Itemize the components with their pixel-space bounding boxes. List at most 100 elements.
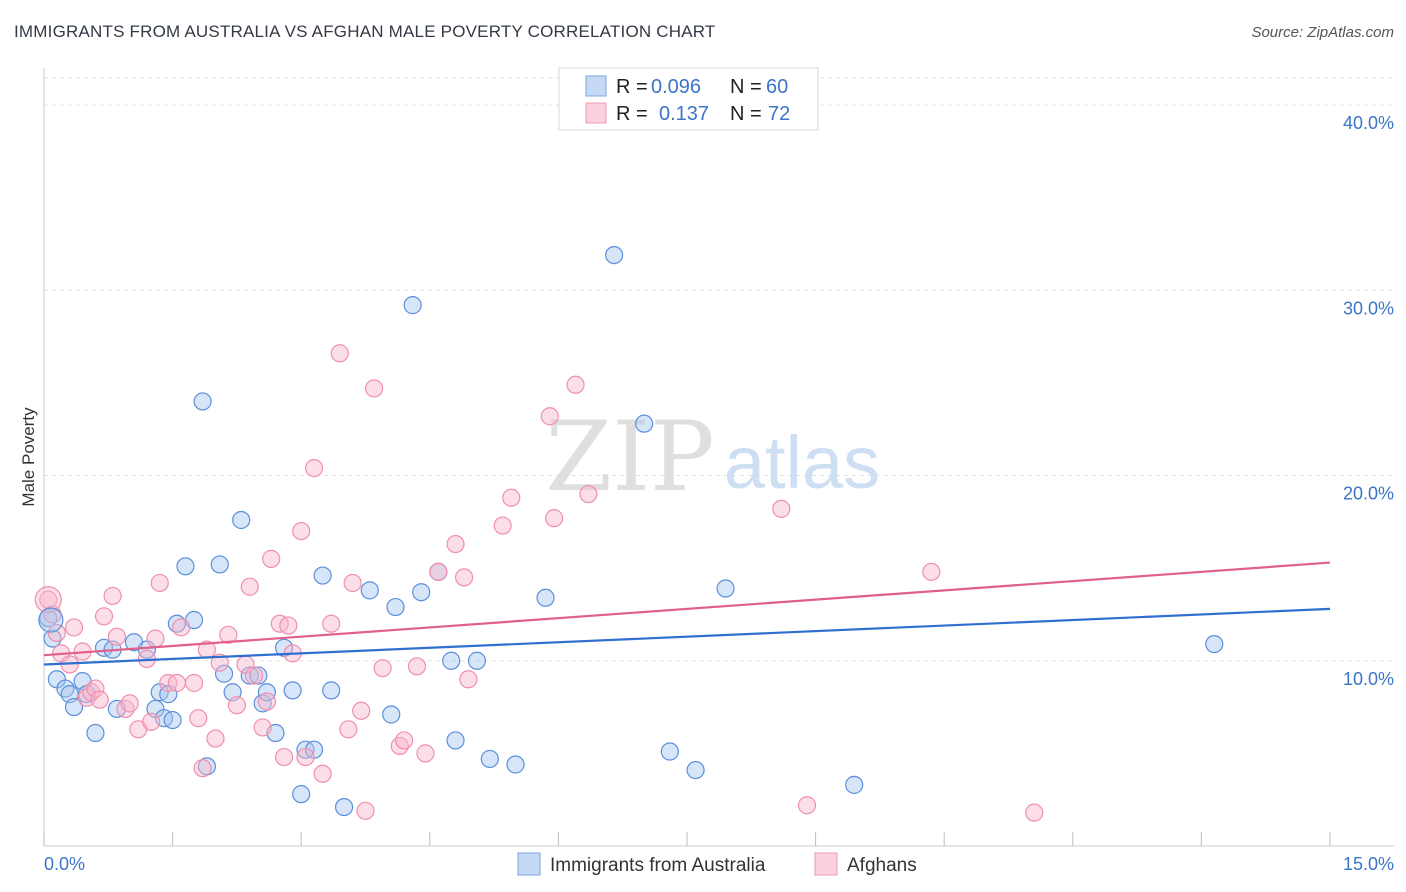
series-0-points — [39, 245, 1224, 817]
australia-point — [605, 245, 624, 265]
afghans-point — [274, 747, 294, 767]
australia-point — [442, 651, 461, 670]
afghans-point — [454, 568, 474, 587]
afghans-point — [446, 534, 465, 554]
afghans-point — [416, 744, 435, 763]
trend-line-afghans — [43, 561, 1331, 657]
afghans-point — [167, 673, 186, 693]
afghans-point — [1025, 803, 1044, 822]
series-1-points — [39, 344, 1044, 822]
afghans-point — [922, 562, 941, 581]
y-tick-label: 20.0% — [1343, 484, 1394, 504]
afghans-point — [545, 509, 564, 528]
stats-legend: R = 0.096 N = 60 R = 0.137 N = 72 — [558, 67, 819, 131]
source-label: Source: ZipAtlas.com — [1251, 24, 1394, 41]
afghans-point — [296, 747, 315, 767]
afghans-point — [107, 627, 126, 646]
australia-point — [412, 583, 431, 602]
series-legend: Immigrants from Australia Afghans — [517, 852, 917, 876]
y-axis-label: Male Poverty — [19, 407, 38, 507]
afghans-point — [219, 625, 238, 644]
afghans-point — [459, 670, 478, 689]
afghans-point — [322, 614, 341, 633]
data-points — [34, 245, 1224, 822]
afghans-point — [292, 521, 311, 541]
afghans-point — [566, 375, 585, 394]
australia-point — [536, 588, 555, 607]
australia-point — [334, 797, 354, 817]
legend-r-value-2: 0.137 — [659, 103, 709, 125]
australia-point — [382, 705, 401, 724]
afghans-point — [579, 484, 598, 504]
australia-point — [1205, 634, 1224, 654]
australia-point — [480, 749, 499, 769]
series-legend-label-australia: Immigrants from Australia — [550, 855, 766, 876]
afghans-point — [172, 618, 191, 637]
afghans-point — [493, 516, 512, 535]
australia-point — [86, 723, 105, 743]
watermark-zip: ZIP — [545, 401, 714, 513]
legend-r-value-1: 0.096 — [651, 76, 701, 98]
afghans-point — [253, 718, 272, 737]
australia-point — [257, 683, 277, 702]
afghans-point — [146, 629, 165, 648]
x-ticks — [43, 832, 1331, 846]
australia-point — [386, 597, 405, 617]
series-legend-label-afghans: Afghans — [847, 855, 917, 876]
australia-point — [38, 607, 64, 633]
afghans-point — [540, 407, 559, 426]
y-tick-label: 40.0% — [1343, 113, 1394, 133]
australia-point — [446, 731, 465, 750]
y-tick-label: 30.0% — [1343, 298, 1394, 318]
australia-point — [635, 414, 654, 433]
legend-r-label-1: R = — [616, 76, 648, 98]
legend-n-value-1: 60 — [766, 76, 788, 98]
australia-point — [292, 785, 311, 804]
trend-lines — [43, 561, 1331, 666]
afghans-point — [244, 666, 264, 685]
series-legend-swatch-afghans — [814, 852, 838, 876]
australia-point — [283, 681, 302, 700]
australia-point — [163, 710, 182, 730]
afghans-point — [257, 692, 277, 711]
afghans-point — [90, 690, 109, 709]
australia-point — [64, 697, 84, 717]
afghans-point — [313, 764, 332, 783]
australia-point — [176, 557, 195, 576]
legend-r-label-2: R = — [616, 103, 648, 125]
afghans-point — [86, 679, 105, 698]
afghans-point — [429, 562, 448, 581]
afghans-point — [206, 729, 225, 748]
australia-point — [232, 510, 251, 530]
afghans-point — [193, 759, 212, 778]
afghans-point — [184, 673, 204, 693]
afghans-point — [103, 586, 122, 606]
axes — [43, 68, 1394, 847]
australia-point — [506, 755, 525, 774]
chart-title: IMMIGRANTS FROM AUSTRALIA VS AFGHAN MALE… — [14, 22, 716, 41]
afghans-point — [150, 573, 169, 593]
afghans-point — [356, 801, 375, 820]
afghans-point — [262, 549, 281, 568]
afghans-point — [502, 488, 521, 507]
afghans-point — [343, 573, 362, 593]
australia-point — [845, 775, 864, 794]
afghans-point — [47, 623, 66, 643]
legend-n-value-2: 72 — [768, 103, 790, 125]
trend-line-australia — [43, 607, 1331, 666]
australia-point — [313, 566, 332, 585]
afghans-point — [240, 577, 259, 596]
australia-point — [322, 681, 341, 700]
afghans-point — [304, 459, 324, 478]
afghans-point — [210, 653, 229, 672]
afghans-point — [394, 731, 414, 750]
afghans-point — [772, 499, 791, 518]
afghans-point — [64, 618, 84, 637]
watermark: ZIP atlas — [545, 401, 880, 513]
x-tick-label-max: 15.0% — [1343, 854, 1394, 874]
watermark-atlas: atlas — [724, 421, 880, 504]
australia-point — [403, 296, 422, 315]
legend-swatch-afghans — [585, 102, 607, 124]
australia-point — [716, 579, 735, 598]
